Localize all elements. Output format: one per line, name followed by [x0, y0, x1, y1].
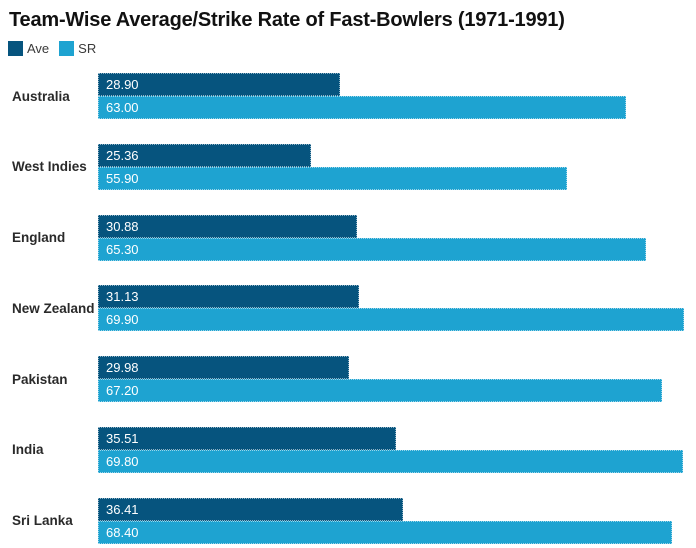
bar-value-label: 67.20: [106, 383, 139, 399]
bar-group: 25.36 55.90: [98, 143, 685, 190]
category-label: Sri Lanka: [12, 513, 73, 529]
category-label: Pakistan: [12, 371, 68, 387]
bar-value-label: 29.98: [106, 360, 139, 376]
category-label: New Zealand: [12, 300, 95, 316]
legend-swatch-sr: [59, 41, 75, 56]
legend-item-ave[interactable]: Ave: [8, 41, 49, 56]
bar-group: 35.51 69.80: [98, 426, 685, 473]
bar-value-label: 63.00: [106, 100, 139, 115]
bar-sr[interactable]: 69.80: [98, 449, 684, 473]
chart-title: Team-Wise Average/Strike Rate of Fast-Bo…: [9, 9, 565, 31]
bar-ave[interactable]: 28.90: [98, 73, 341, 96]
bar-group: 28.90 63.00: [98, 73, 685, 119]
bar-sr[interactable]: 69.90: [98, 308, 685, 332]
bar-value-label: 35.51: [106, 430, 139, 446]
legend-label: Ave: [27, 41, 50, 56]
chart-row: Australia 28.90 63.00: [0, 73, 696, 119]
category-label: Australia: [12, 88, 70, 104]
bar-sr[interactable]: 68.40: [98, 520, 672, 544]
bar-ave[interactable]: 29.98: [98, 356, 350, 380]
bar-value-label: 65.30: [106, 241, 139, 257]
bar-group: 36.41 68.40: [98, 497, 685, 544]
legend: Ave SR: [8, 41, 696, 56]
legend-swatch-ave: [8, 41, 23, 56]
chart-row: Pakistan 29.98 67.20: [0, 356, 696, 403]
bar-value-label: 55.90: [106, 170, 139, 186]
bar-value-label: 36.41: [106, 501, 139, 517]
bar-value-label: 69.90: [106, 312, 139, 328]
bar-group: 29.98 67.20: [98, 356, 685, 403]
chart-row: West Indies 25.36 55.90: [0, 143, 696, 190]
bar-group: 31.13 69.90: [98, 285, 685, 332]
bar-value-label: 68.40: [106, 524, 139, 540]
category-label: England: [12, 230, 66, 246]
category-label: India: [12, 442, 44, 458]
chart-row: New Zealand 31.13 69.90: [0, 285, 696, 332]
legend-label: SR: [78, 41, 97, 56]
bar-ave[interactable]: 31.13: [98, 285, 360, 309]
bar-chart: Australia 28.90 63.00 West Indies 25.36 55.90…: [0, 73, 696, 544]
bar-ave[interactable]: 30.88: [98, 214, 357, 238]
bar-value-label: 31.13: [106, 289, 139, 305]
bar-ave[interactable]: 36.41: [98, 497, 404, 521]
bar-sr[interactable]: 65.30: [98, 237, 646, 261]
bar-ave[interactable]: 25.36: [98, 143, 311, 167]
chart-row: Sri Lanka 36.41 68.40: [0, 497, 696, 544]
bar-sr[interactable]: 67.20: [98, 379, 662, 403]
bar-value-label: 30.88: [106, 218, 139, 234]
bar-sr[interactable]: 55.90: [98, 166, 567, 190]
chart-row: England 30.88 65.30: [0, 214, 696, 261]
category-label: West Indies: [12, 159, 87, 175]
bar-value-label: 69.80: [106, 453, 139, 469]
bar-group: 30.88 65.30: [98, 214, 685, 261]
bar-value-label: 25.36: [106, 147, 139, 163]
bar-value-label: 28.90: [106, 77, 139, 92]
bar-sr[interactable]: 63.00: [98, 96, 627, 119]
chart-row: India 35.51 69.80: [0, 426, 696, 473]
bar-ave[interactable]: 35.51: [98, 426, 396, 450]
legend-item-sr[interactable]: SR: [59, 41, 96, 56]
